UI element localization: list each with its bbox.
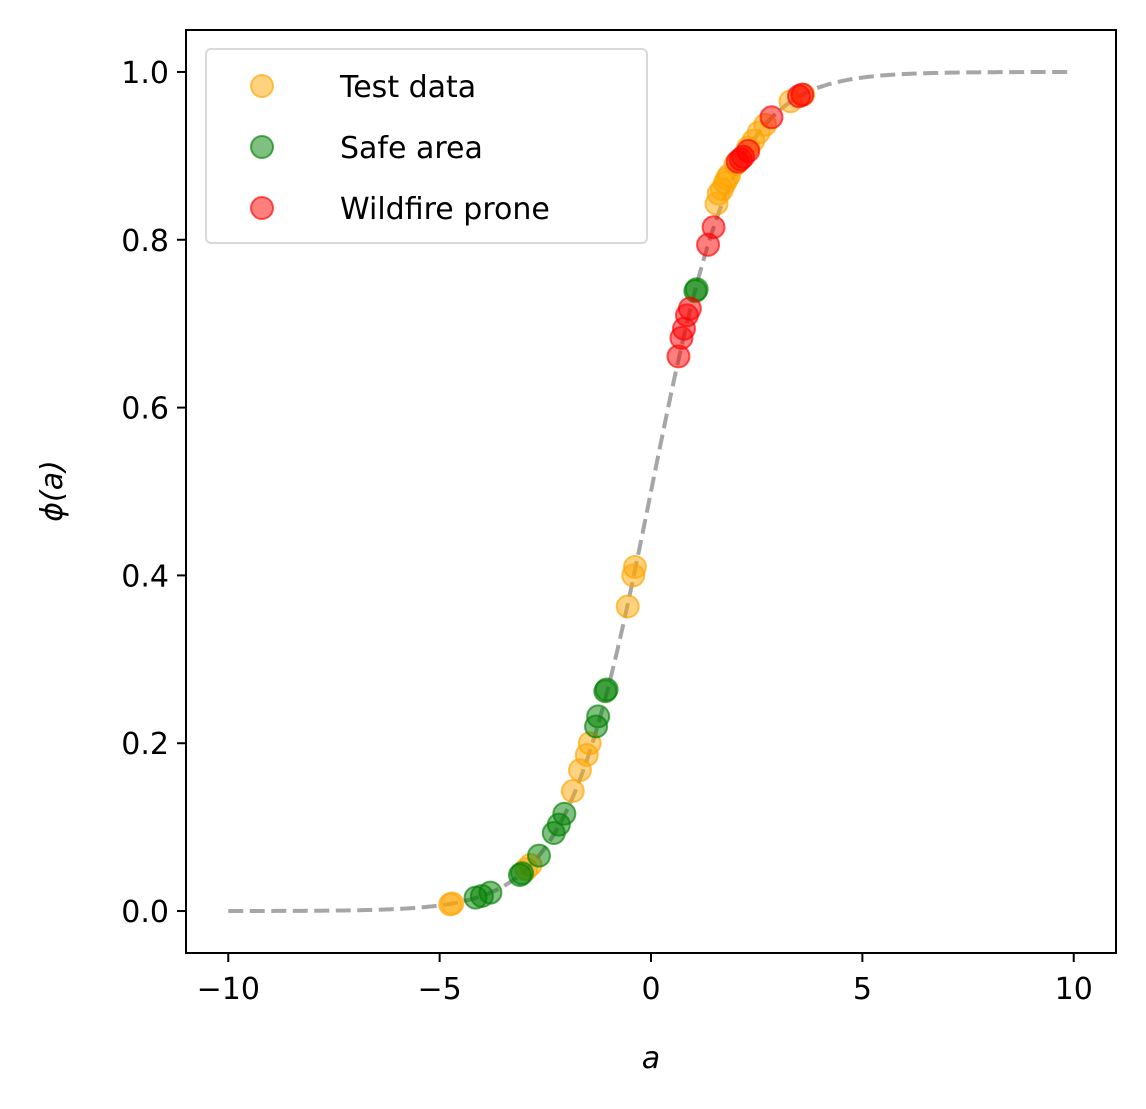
x-axis: −10 −5 0 5 10 [197, 953, 1093, 1007]
point-test-data [560, 779, 585, 804]
point-safe-area [526, 843, 551, 868]
y-axis: 0.0 0.2 0.4 0.6 0.8 1.0 [121, 56, 186, 930]
legend-marker-safe-area [250, 135, 274, 159]
legend-label-wildfire-prone: Wildfire prone [340, 192, 550, 227]
legend-marker-wildfire-prone [250, 196, 274, 220]
point-test-data [622, 555, 647, 580]
point-wildfire-prone [701, 215, 726, 240]
x-axis-label: a [642, 1041, 660, 1076]
x-tick-label: 5 [853, 972, 872, 1007]
point-wildfire-prone [759, 105, 784, 130]
x-tick-label: −5 [418, 972, 462, 1007]
point-wildfire-prone [677, 296, 702, 321]
x-tick-label: −10 [197, 972, 260, 1007]
point-test-data [615, 594, 640, 619]
y-tick-label: 0.2 [121, 727, 169, 762]
legend-items: Test data Safe area Wildfire prone [250, 70, 550, 227]
point-safe-area [478, 880, 503, 905]
x-tick-label: 0 [641, 972, 660, 1007]
legend-frame [205, 48, 648, 244]
legend-marker-test-data [250, 74, 274, 98]
point-safe-area [510, 861, 535, 886]
x-tick-label: 10 [1055, 972, 1093, 1007]
y-axis-label: ϕ(a) [35, 460, 70, 522]
point-wildfire-prone [790, 82, 815, 107]
legend-label-safe-area: Safe area [340, 131, 483, 166]
point-safe-area [586, 704, 611, 729]
point-safe-area [552, 801, 577, 826]
y-tick-label: 0.4 [121, 559, 169, 594]
curve-layer [228, 69, 1074, 914]
point-wildfire-prone [736, 138, 761, 163]
y-tick-label: 1.0 [121, 56, 169, 91]
point-test-data [440, 891, 465, 916]
legend: Test data Safe area Wildfire prone [205, 48, 648, 244]
sigmoid-curve [228, 69, 1074, 914]
y-tick-label: 0.6 [121, 392, 169, 427]
y-tick-label: 0.0 [121, 895, 169, 930]
points-layer [438, 82, 816, 917]
point-safe-area [594, 677, 619, 702]
y-tick-label: 0.8 [121, 224, 169, 259]
legend-label-test-data: Test data [339, 70, 476, 105]
